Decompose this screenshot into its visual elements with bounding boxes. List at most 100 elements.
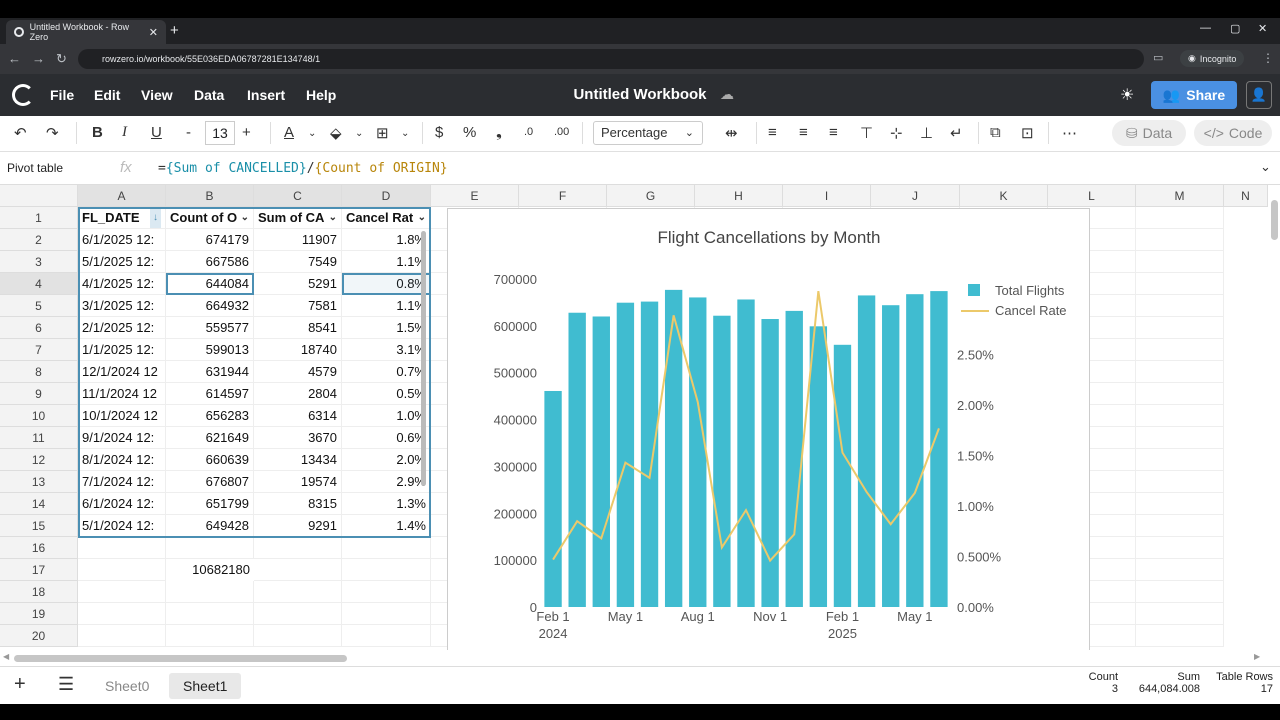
empty-cell[interactable] xyxy=(1048,339,1136,361)
pivot-header-cell[interactable]: Count of O ⌄ xyxy=(166,207,254,229)
bar-total-flights[interactable] xyxy=(809,326,828,607)
formula-input[interactable]: ={Sum of CANCELLED}/{Count of ORIGIN} xyxy=(158,161,448,176)
bar-total-flights[interactable] xyxy=(882,305,900,607)
more-options-icon[interactable]: ⋯ xyxy=(1062,125,1077,142)
empty-cell[interactable] xyxy=(1048,383,1136,405)
table-cell[interactable]: 559577 xyxy=(166,317,254,339)
empty-cell[interactable] xyxy=(1136,405,1224,427)
column-header[interactable]: I xyxy=(783,185,871,207)
minimize-icon[interactable]: — xyxy=(1200,22,1211,34)
empty-cell[interactable] xyxy=(1136,273,1224,295)
empty-cell[interactable] xyxy=(78,625,166,647)
column-header[interactable]: G xyxy=(607,185,695,207)
table-cell[interactable]: 667586 xyxy=(166,251,254,273)
expand-formula-icon[interactable]: ⌄ xyxy=(1260,159,1271,174)
redo-icon[interactable]: ↷ xyxy=(46,125,59,142)
table-cell[interactable]: 631944 xyxy=(166,361,254,383)
bar-total-flights[interactable] xyxy=(616,302,635,607)
bar-total-flights[interactable] xyxy=(761,319,779,607)
bold-icon[interactable]: B xyxy=(92,124,103,141)
table-cell[interactable]: 3/1/2025 12: xyxy=(78,295,166,317)
increase-font-icon[interactable]: + xyxy=(242,124,251,141)
empty-cell[interactable] xyxy=(166,625,254,647)
table-cell[interactable]: 1.0% xyxy=(342,405,431,427)
table-cell[interactable]: 13434 xyxy=(254,449,342,471)
browser-tab[interactable]: Untitled Workbook - Row Zero ✕ xyxy=(6,20,166,44)
empty-cell[interactable] xyxy=(1048,317,1136,339)
row-header[interactable]: 18 xyxy=(0,581,78,603)
align-right-icon[interactable]: ≡ xyxy=(829,124,838,141)
row-header[interactable]: 9 xyxy=(0,383,78,405)
percent-icon[interactable]: % xyxy=(463,124,477,141)
reload-icon[interactable]: ↻ xyxy=(56,51,67,66)
bar-total-flights[interactable] xyxy=(640,301,659,607)
empty-cell[interactable] xyxy=(342,559,431,581)
table-cell[interactable]: 0.7% xyxy=(342,361,431,383)
row-header[interactable]: 4 xyxy=(0,273,78,295)
borders-icon[interactable]: ⊞ xyxy=(376,125,389,142)
bar-total-flights[interactable] xyxy=(713,315,731,607)
table-cell[interactable]: 0.6% xyxy=(342,427,431,449)
align-middle-icon[interactable]: ⊹ xyxy=(890,125,903,142)
row-header[interactable]: 17 xyxy=(0,559,78,581)
empty-cell[interactable] xyxy=(1048,559,1136,581)
maximize-icon[interactable]: ▢ xyxy=(1230,23,1241,35)
horizontal-scrollbar[interactable]: ◀ ▶ xyxy=(0,650,1268,666)
menu-file[interactable]: File xyxy=(50,87,75,103)
bar-total-flights[interactable] xyxy=(664,289,683,607)
sheet-list-icon[interactable]: ☰ xyxy=(58,674,75,694)
sheet-tab-sheet0[interactable]: Sheet0 xyxy=(105,678,150,694)
table-cell[interactable]: 5/1/2024 12: xyxy=(78,515,166,537)
empty-cell[interactable] xyxy=(1136,581,1224,603)
table-cell[interactable]: 3670 xyxy=(254,427,342,449)
table-cell[interactable]: 674179 xyxy=(166,229,254,251)
table-cell[interactable]: 8315 xyxy=(254,493,342,515)
table-cell[interactable]: 19574 xyxy=(254,471,342,493)
empty-cell[interactable] xyxy=(1136,251,1224,273)
menu-data[interactable]: Data xyxy=(194,87,225,103)
table-cell[interactable]: 7581 xyxy=(254,295,342,317)
pivot-header-cell[interactable]: Sum of CA ⌄ xyxy=(254,207,342,229)
table-cell[interactable]: 6/1/2024 12: xyxy=(78,493,166,515)
empty-cell[interactable] xyxy=(1048,207,1136,229)
row-header[interactable]: 7 xyxy=(0,339,78,361)
empty-cell[interactable] xyxy=(254,625,342,647)
decrease-decimal-icon[interactable]: .0 xyxy=(524,126,534,138)
column-header[interactable]: E xyxy=(431,185,519,207)
table-cell[interactable]: 660639 xyxy=(166,449,254,471)
table-cell[interactable]: 8/1/2024 12: xyxy=(78,449,166,471)
empty-cell[interactable] xyxy=(78,581,166,603)
data-panel-button[interactable]: ⛁ Data xyxy=(1112,120,1186,146)
legend-total-flights[interactable]: Total Flights xyxy=(995,283,1065,298)
column-header[interactable]: F xyxy=(519,185,607,207)
table-cell[interactable]: 599013 xyxy=(166,339,254,361)
back-icon[interactable]: ← xyxy=(8,51,21,66)
browser-menu-icon[interactable]: ⋮ xyxy=(1262,51,1274,65)
row-header[interactable]: 19 xyxy=(0,603,78,625)
empty-cell[interactable] xyxy=(78,559,166,581)
empty-cell[interactable] xyxy=(1136,603,1224,625)
bar-total-flights[interactable] xyxy=(857,295,876,607)
workbook-title[interactable]: Untitled Workbook xyxy=(573,86,707,103)
table-cell[interactable]: 651799 xyxy=(166,493,254,515)
forward-icon[interactable]: → xyxy=(32,51,45,66)
empty-cell[interactable] xyxy=(166,581,254,603)
table-cell[interactable]: 9291 xyxy=(254,515,342,537)
decrease-font-icon[interactable]: - xyxy=(186,124,191,141)
chart-container[interactable]: Flight Cancellations by Month 0 100000 2000… xyxy=(447,208,1090,650)
empty-cell[interactable] xyxy=(1136,339,1224,361)
empty-cell[interactable] xyxy=(1048,361,1136,383)
empty-cell[interactable] xyxy=(1136,295,1224,317)
row-header[interactable]: 11 xyxy=(0,427,78,449)
menu-help[interactable]: Help xyxy=(306,87,337,103)
rowzero-logo-icon[interactable] xyxy=(12,84,34,106)
scroll-left-icon[interactable]: ◀ xyxy=(3,652,10,661)
empty-cell[interactable] xyxy=(254,537,342,559)
align-bottom-icon[interactable]: ⊥ xyxy=(920,125,934,142)
chevron-down-icon[interactable]: ⌄ xyxy=(308,128,317,139)
table-cell[interactable]: 644084 xyxy=(166,273,254,295)
close-window-icon[interactable]: ✕ xyxy=(1258,23,1268,35)
table-cell[interactable]: 656283 xyxy=(166,405,254,427)
close-tab-icon[interactable]: ✕ xyxy=(148,26,158,39)
table-cell[interactable]: 2.9% xyxy=(342,471,431,493)
